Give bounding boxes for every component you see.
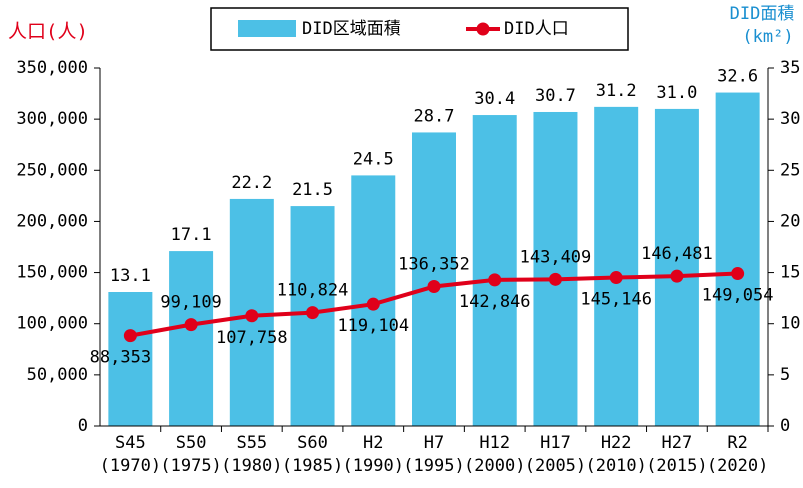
bar-label: 30.7 <box>535 86 576 106</box>
x-tick-label: (1985) <box>282 456 343 476</box>
line-label: 149,054 <box>702 286 774 306</box>
bar-label: 13.1 <box>110 266 151 286</box>
y-tick-label: 300,000 <box>16 109 88 129</box>
x-tick-label: (1975) <box>160 456 221 476</box>
y2-tick-label: 10 <box>780 314 800 334</box>
line-point <box>731 267 745 281</box>
line-point <box>670 269 684 283</box>
y-axis-title: 人口(人) <box>8 21 88 43</box>
y-tick-label: 350,000 <box>16 58 88 78</box>
line-label: 88,353 <box>90 348 151 368</box>
bar-label: 22.2 <box>231 173 272 193</box>
bar <box>594 106 639 427</box>
bar <box>654 108 699 427</box>
line-point <box>548 272 562 286</box>
line-label: 145,146 <box>580 290 652 310</box>
bar-label: 24.5 <box>353 149 394 169</box>
line-point <box>427 280 441 294</box>
y2-axis-title: DID面積 <box>730 4 795 24</box>
y2-tick-label: 0 <box>780 416 790 436</box>
x-tick-label: S45 <box>115 433 146 453</box>
x-tick-label: (1980) <box>221 456 282 476</box>
line-label: 142,846 <box>459 292 531 312</box>
x-tick-label: R2 <box>727 433 747 453</box>
line-label: 146,481 <box>641 244 713 264</box>
legend-swatch <box>476 22 490 36</box>
x-tick-label: (2015) <box>646 456 707 476</box>
y2-tick-label: 25 <box>780 160 800 180</box>
x-tick-label: S55 <box>236 433 267 453</box>
y-tick-label: 50,000 <box>27 365 88 385</box>
x-tick-label: (2020) <box>707 456 768 476</box>
line-label: 136,352 <box>398 255 470 275</box>
line-label: 143,409 <box>520 247 592 267</box>
y2-tick-label: 35 <box>780 58 800 78</box>
bar-label: 32.6 <box>717 67 758 87</box>
y2-axis-title: (km²) <box>742 27 793 47</box>
bar <box>108 292 153 426</box>
line-point <box>488 273 502 287</box>
x-tick-label: H12 <box>479 433 510 453</box>
x-tick-label: H7 <box>424 433 444 453</box>
line-point <box>609 271 623 285</box>
line-point <box>306 306 320 320</box>
x-tick-label: H22 <box>601 433 632 453</box>
bar-label: 17.1 <box>171 225 212 245</box>
bar-label: 31.2 <box>596 81 637 101</box>
legend-label: DID区域面積 <box>302 19 401 39</box>
x-tick-label: (2005) <box>525 456 586 476</box>
line-point <box>245 309 259 323</box>
line-point <box>123 329 137 343</box>
x-tick-label: (2010) <box>585 456 646 476</box>
bar-label: 21.5 <box>292 180 333 200</box>
bar <box>715 92 760 426</box>
line-label: 110,824 <box>277 281 349 301</box>
y-tick-label: 200,000 <box>16 211 88 231</box>
y-tick-label: 250,000 <box>16 160 88 180</box>
bar <box>169 251 214 426</box>
legend-label: DID人口 <box>504 19 569 39</box>
line-point <box>366 297 380 311</box>
bar <box>472 115 517 427</box>
y-tick-label: 100,000 <box>16 314 88 334</box>
x-tick-label: (2000) <box>464 456 525 476</box>
y2-tick-label: 15 <box>780 263 800 283</box>
bar <box>533 111 578 427</box>
line-label: 119,104 <box>337 316 409 336</box>
x-tick-label: H27 <box>662 433 693 453</box>
x-tick-label: (1995) <box>403 456 464 476</box>
line-label: 99,109 <box>160 293 221 313</box>
x-tick-label: S50 <box>176 433 207 453</box>
line-point <box>184 318 198 332</box>
bar-label: 31.0 <box>656 83 697 103</box>
x-tick-label: H17 <box>540 433 571 453</box>
bar <box>412 132 456 426</box>
y2-tick-label: 5 <box>780 365 790 385</box>
y-tick-label: 150,000 <box>16 263 88 283</box>
y-tick-label: 0 <box>78 416 88 436</box>
y2-tick-label: 30 <box>780 109 800 129</box>
x-tick-label: S60 <box>297 433 328 453</box>
legend-swatch <box>238 20 296 37</box>
x-tick-label: H2 <box>363 433 383 453</box>
line-label: 107,758 <box>216 328 288 348</box>
x-tick-label: (1970) <box>100 456 161 476</box>
x-tick-label: (1990) <box>343 456 404 476</box>
y2-tick-label: 20 <box>780 211 800 231</box>
bar-label: 30.4 <box>474 89 515 109</box>
bar-label: 28.7 <box>414 106 455 126</box>
